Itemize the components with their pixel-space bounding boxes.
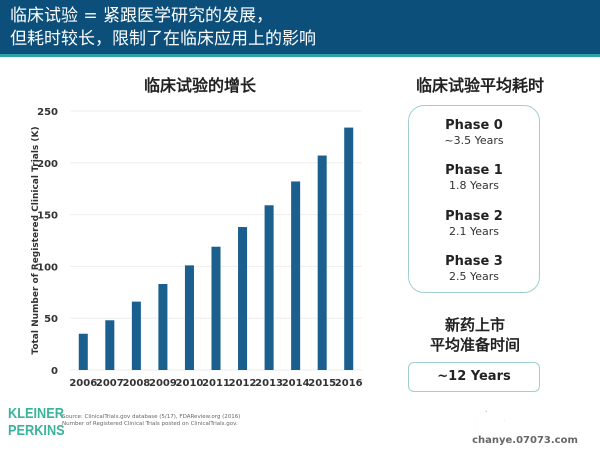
- phase-name: Phase 2: [445, 209, 503, 224]
- x-tick-label: 2007: [96, 378, 124, 389]
- chart-title: 临床试验的增长: [143, 76, 256, 95]
- phase-3: Phase 3 2.5 Years: [409, 254, 539, 284]
- y-tick-label: 0: [51, 366, 58, 377]
- phase-value: 2.5 Years: [448, 270, 499, 283]
- x-tick-label: 2012: [229, 378, 257, 389]
- launch-title: 新药上市 平均准备时间: [405, 315, 545, 355]
- phase-1: Phase 1 1.8 Years: [409, 163, 539, 193]
- launch-title-line-2: 平均准备时间: [429, 336, 520, 354]
- phase-0: Phase 0 ~3.5 Years: [409, 118, 539, 148]
- y-tick-label: 100: [37, 262, 58, 273]
- phase-2: Phase 2 2.1 Years: [409, 209, 539, 239]
- x-tick-label: 2015: [308, 378, 336, 389]
- watermark-url: chanye.07073.com: [472, 435, 578, 446]
- phase-value: 1.8 Years: [448, 179, 499, 192]
- x-tick-label: 2008: [122, 378, 150, 389]
- phase-durations-box: Phase 0 ~3.5 Years Phase 1 1.8 Years Phase…: [408, 105, 540, 293]
- watermark: 产业频道 chanye.07073.com: [450, 400, 600, 450]
- x-tick-label: 2009: [149, 378, 177, 389]
- x-tick-label: 2016: [335, 378, 363, 389]
- phase-name: Phase 1: [445, 163, 503, 178]
- bar-2013: [264, 205, 274, 370]
- source-line-1: Source: ClinicalTrials.gov database (5/1…: [62, 414, 241, 420]
- x-tick-label: 2014: [282, 378, 310, 389]
- y-tick-label: 200: [37, 159, 58, 170]
- phase-name: Phase 0: [445, 118, 503, 133]
- x-tick-label: 2013: [255, 378, 283, 389]
- bar-2011: [211, 246, 221, 370]
- bar-2008: [131, 301, 141, 370]
- x-tick-label: 2006: [69, 378, 97, 389]
- y-axis-label: Total Number of Registered Clinical Tria…: [31, 126, 41, 354]
- source-note: Source: ClinicalTrials.gov database (5/1…: [62, 414, 240, 428]
- y-tick-label: 150: [37, 211, 58, 222]
- phase-name: Phase 3: [445, 254, 503, 269]
- launch-title-line-1: 新药上市: [444, 316, 505, 334]
- bar-chart: 0501001502002502006200720082009201020112…: [31, 107, 363, 389]
- x-tick-label: 2010: [176, 378, 204, 389]
- bar-2016: [344, 127, 354, 370]
- bar-2009: [158, 284, 168, 370]
- phase-value: 2.1 Years: [448, 225, 499, 238]
- duration-title: 临床试验平均耗时: [415, 76, 544, 95]
- x-tick-label: 2011: [202, 378, 230, 389]
- launch-duration-box: ~12 Years: [408, 362, 540, 392]
- header-line-2: 但耗时较长，限制了在临床应用上的影响: [10, 29, 316, 49]
- header-line-1: 临床试验 = 紧跟医学研究的发展，: [10, 6, 274, 26]
- header-banner: 临床试验 = 紧跟医学研究的发展， 但耗时较长，限制了在临床应用上的影响: [0, 0, 600, 57]
- bar-2007: [105, 320, 115, 370]
- kleiner-perkins-logo: KLEINER PERKINS: [8, 405, 65, 439]
- bar-2015: [317, 155, 327, 370]
- source-line-2: Number of Registered Clinical Trials pos…: [62, 421, 238, 427]
- logo-line-1: KLEINER: [8, 405, 64, 422]
- y-tick-label: 50: [44, 314, 58, 325]
- phase-value: ~3.5 Years: [444, 134, 504, 147]
- watermark-text: 产业频道: [473, 406, 577, 435]
- bar-2010: [184, 265, 194, 370]
- y-tick-label: 250: [37, 107, 58, 118]
- bar-2006: [78, 333, 88, 370]
- bar-2014: [291, 181, 301, 370]
- logo-line-2: PERKINS: [8, 422, 65, 439]
- bar-2012: [238, 227, 248, 370]
